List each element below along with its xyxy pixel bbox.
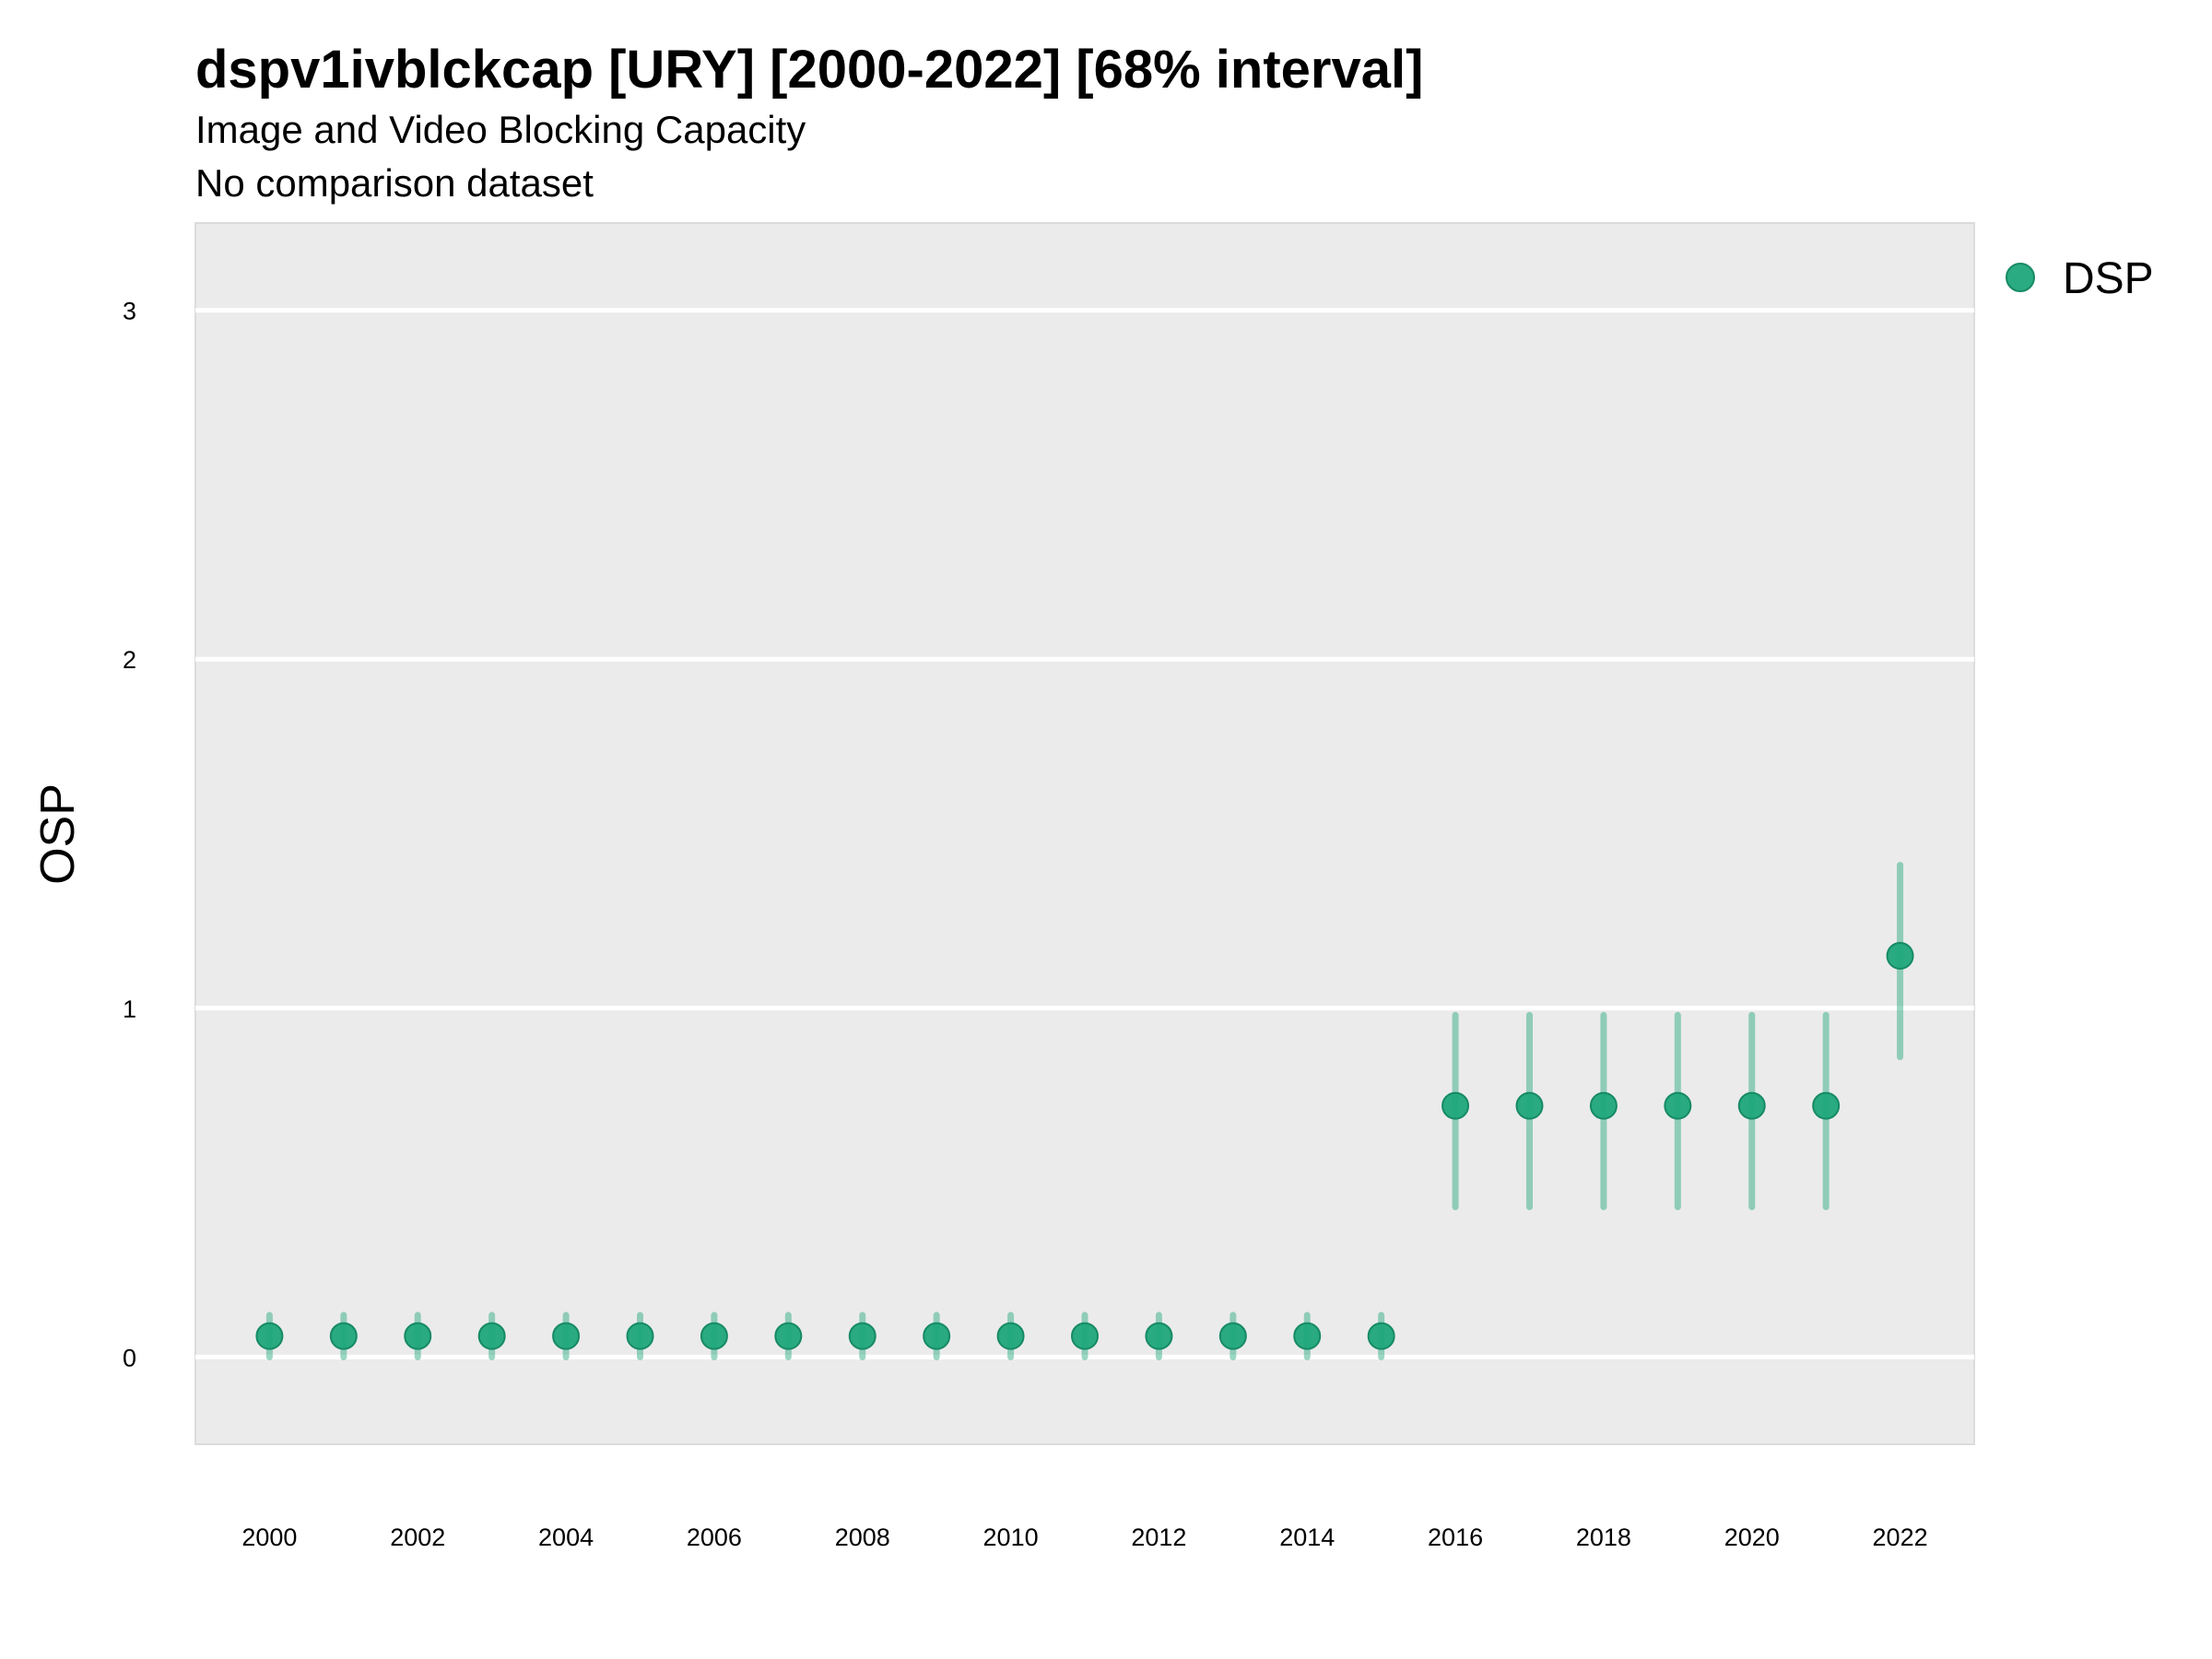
x-tick-label: 2022: [1873, 1524, 1928, 1551]
legend-label-dsp: DSP: [2063, 254, 2154, 303]
data-point: [700, 1322, 728, 1350]
x-tick-label: 2000: [241, 1524, 297, 1551]
x-tick-label: 2014: [1279, 1524, 1335, 1551]
y-tick-label: 1: [123, 995, 136, 1023]
data-point: [1886, 942, 1914, 970]
data-point: [1293, 1322, 1322, 1350]
x-tick-label: 2006: [687, 1524, 742, 1551]
data-point: [1071, 1322, 1099, 1350]
x-tick-label: 2018: [1576, 1524, 1631, 1551]
data-marks: [255, 862, 1914, 1360]
data-point: [1812, 1091, 1841, 1120]
data-point: [477, 1322, 506, 1350]
data-point: [1218, 1322, 1247, 1350]
y-tick-label: 0: [123, 1344, 136, 1371]
data-point: [1737, 1091, 1766, 1120]
chart-subtitle: Image and Video Blocking Capacity: [195, 108, 806, 151]
data-point: [774, 1322, 803, 1350]
data-point: [848, 1322, 877, 1350]
data-point: [329, 1322, 358, 1350]
y-axis-title: OSP: [31, 783, 85, 885]
data-point: [923, 1322, 951, 1350]
data-point: [404, 1322, 432, 1350]
x-tick-label: 2012: [1131, 1524, 1186, 1551]
data-point: [1515, 1091, 1544, 1120]
data-point: [996, 1322, 1025, 1350]
data-point: [626, 1322, 654, 1350]
x-tick-label: 2002: [390, 1524, 445, 1551]
chart-title: dspv1ivblckcap [URY] [2000-2022] [68% in…: [195, 40, 1423, 100]
data-point: [1589, 1091, 1618, 1120]
data-point: [255, 1322, 284, 1350]
data-point: [1145, 1322, 1173, 1350]
data-point: [1664, 1091, 1692, 1120]
data-point: [1367, 1322, 1395, 1350]
x-tick-label: 2016: [1428, 1524, 1483, 1551]
x-tick-label: 2004: [538, 1524, 594, 1551]
legend-key-dsp: [2006, 263, 2035, 292]
y-tick-label: 3: [123, 298, 136, 325]
x-tick-label: 2020: [1724, 1524, 1780, 1551]
data-point: [1441, 1091, 1470, 1120]
y-axis-ticks: 0 1 2 3: [123, 298, 136, 1372]
x-tick-label: 2010: [983, 1524, 1039, 1551]
chart-caption: No comparison dataset: [195, 161, 594, 205]
legend: DSP: [2006, 254, 2154, 303]
x-tick-label: 2008: [835, 1524, 890, 1551]
x-axis-ticks: 2000 2002 2004 2006 2008 2010 2012 2014 2016 2018…: [241, 1524, 1927, 1551]
y-tick-label: 2: [123, 646, 136, 674]
gridlines: [195, 308, 1974, 1359]
plot-panel: [194, 222, 1975, 1445]
data-point: [552, 1322, 581, 1350]
